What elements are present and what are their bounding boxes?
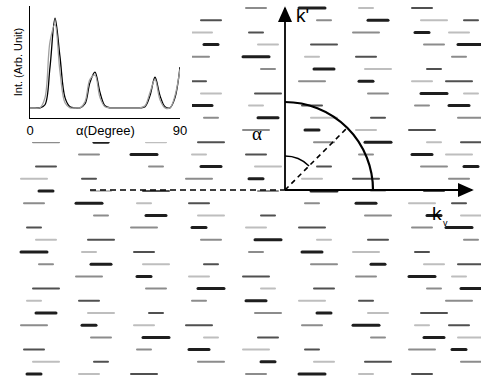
- svg-text:0: 0: [26, 123, 33, 138]
- svg-text:k: k: [432, 203, 442, 224]
- svg-text:k': k': [296, 5, 309, 26]
- svg-text:90: 90: [173, 123, 187, 138]
- svg-text:v: v: [443, 218, 448, 228]
- svg-text:α: α: [252, 123, 262, 144]
- svg-text:α(Degree): α(Degree): [76, 123, 135, 138]
- svg-text:Int. (Arb. Unit): Int. (Arb. Unit): [12, 28, 24, 96]
